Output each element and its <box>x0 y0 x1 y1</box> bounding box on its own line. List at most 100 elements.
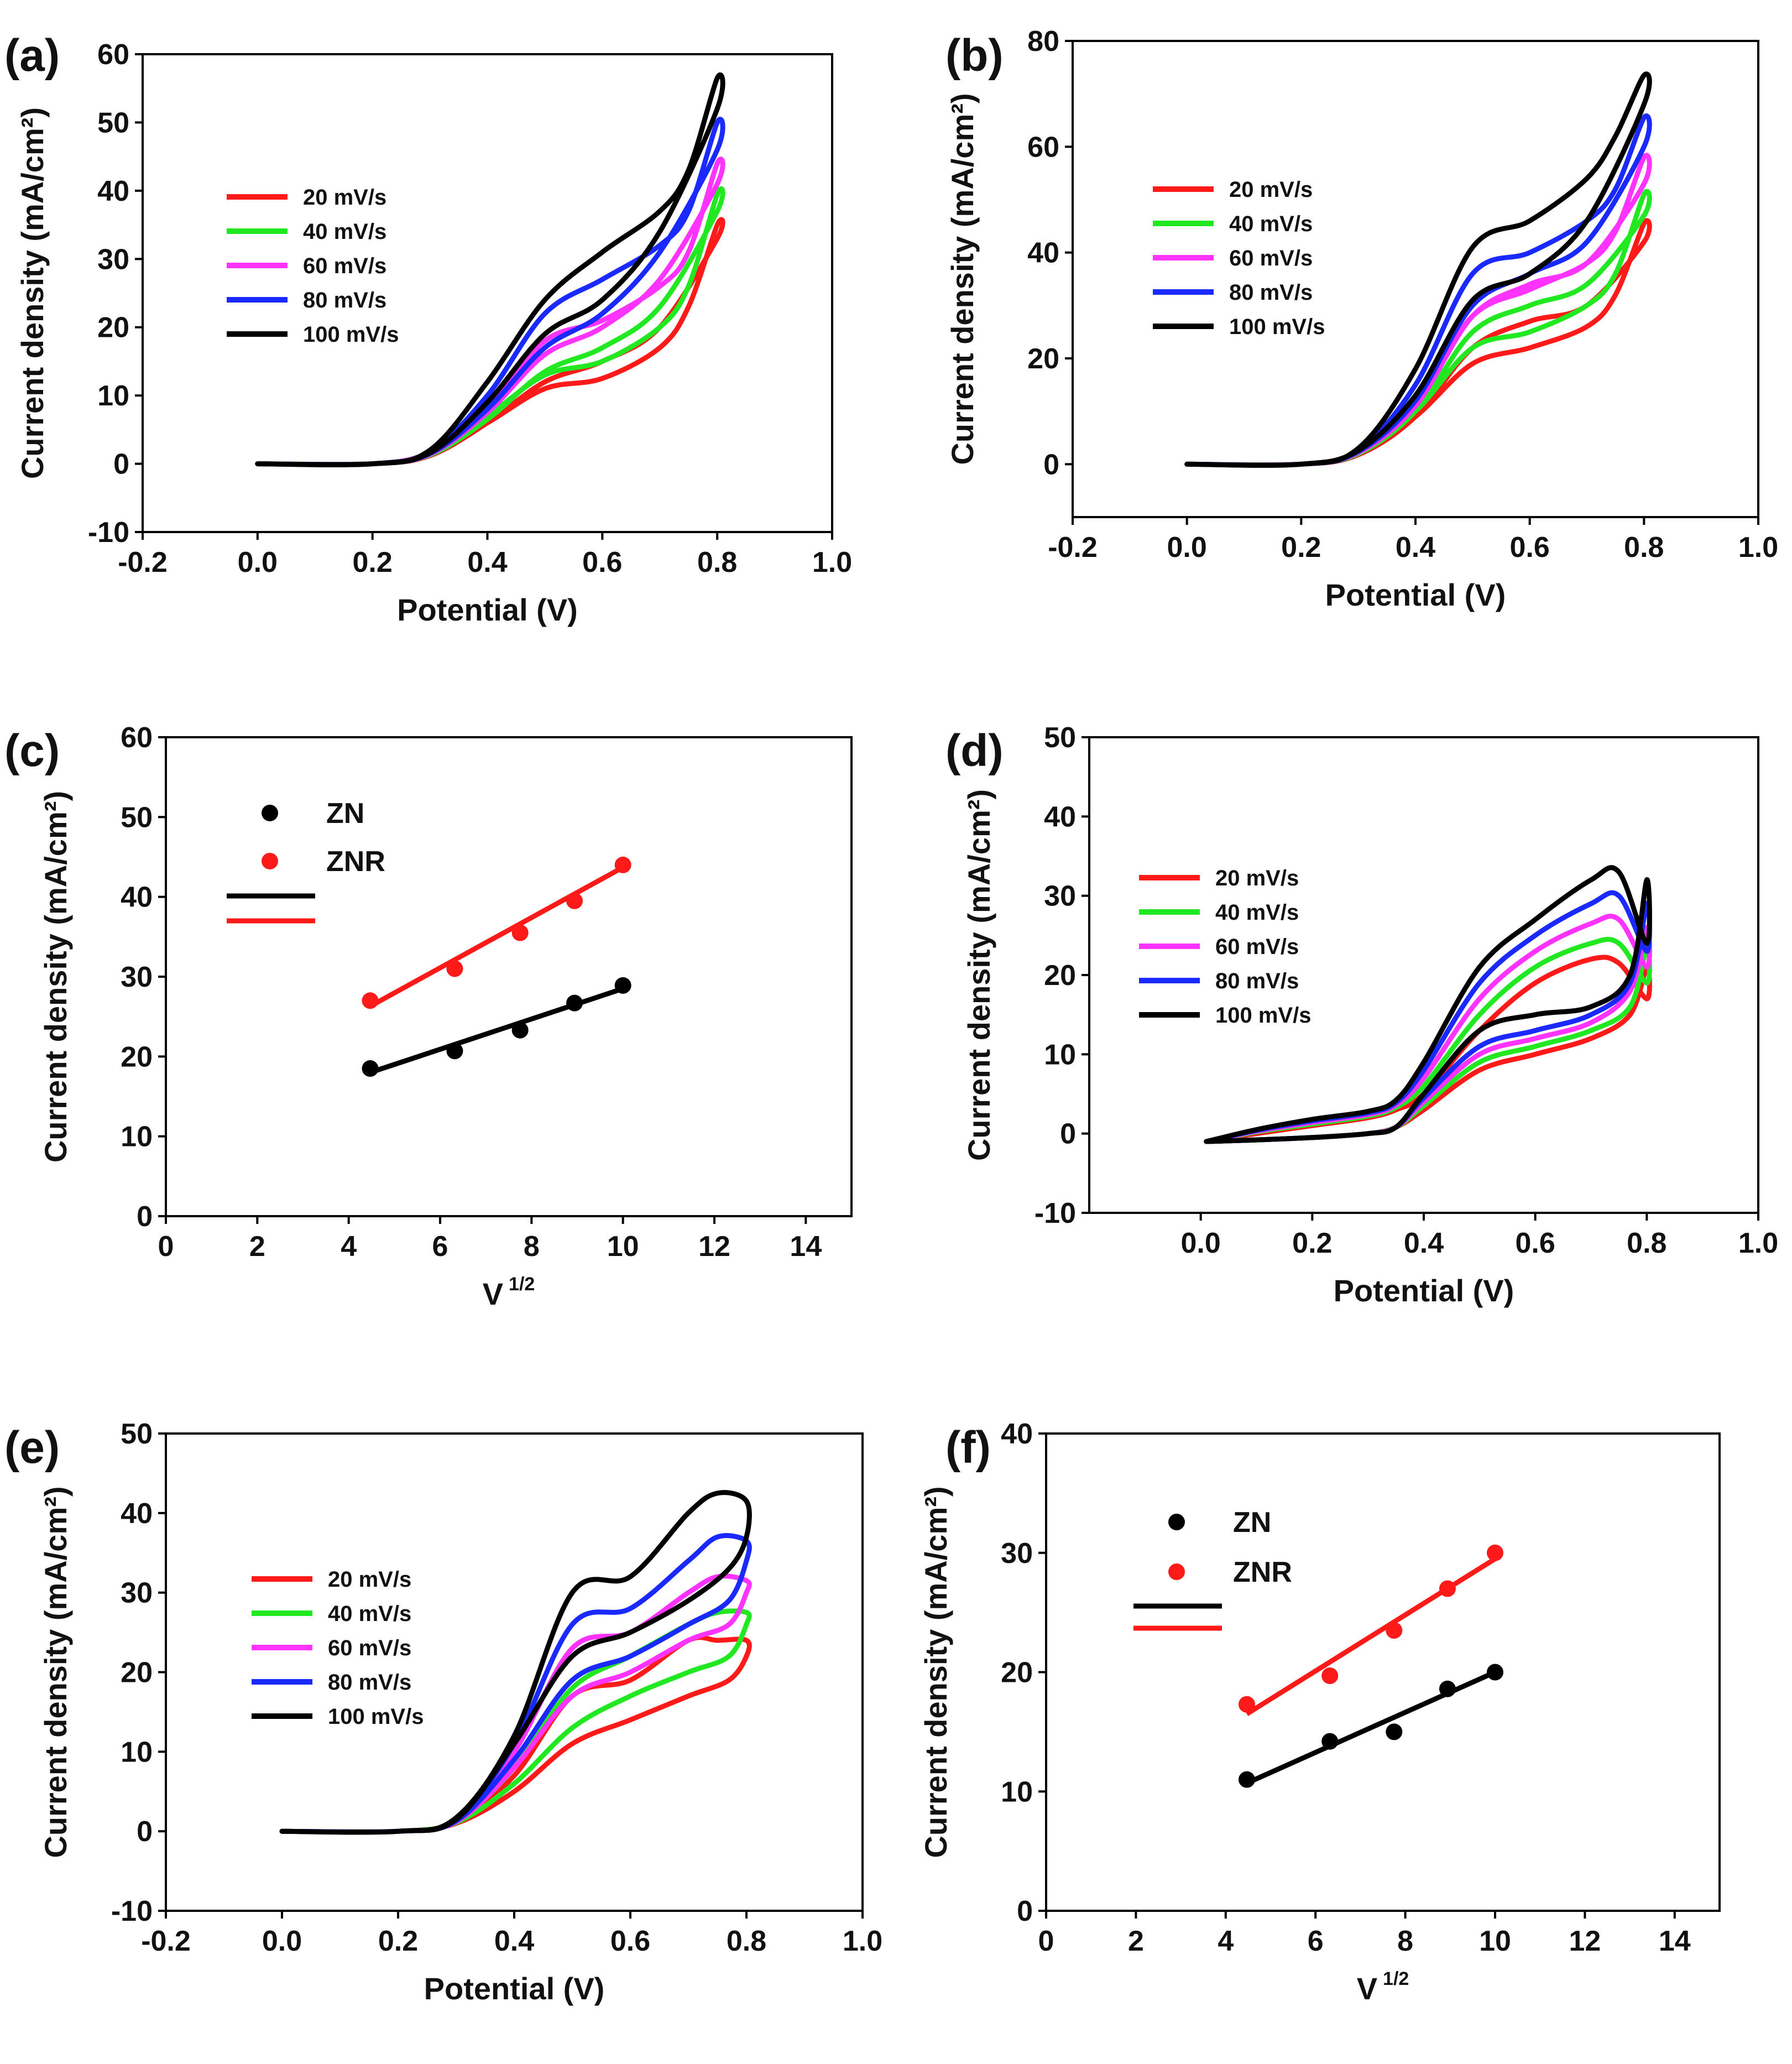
x-tick-label: 0.4 <box>494 1925 534 1957</box>
x-tick-label: 0.8 <box>697 546 737 578</box>
legend-label: ZNR <box>326 846 385 878</box>
x-tick-label: -0.2 <box>1048 531 1098 564</box>
x-tick-label: 0.0 <box>1167 531 1207 564</box>
x-tick-label: 0.8 <box>1624 531 1664 564</box>
plot-frame <box>1088 736 1759 1214</box>
data-point <box>1386 1723 1403 1740</box>
data-point <box>566 892 583 909</box>
legend-label: 100 mV/s <box>303 322 399 347</box>
y-tick-label: 30 <box>1044 880 1076 913</box>
y-tick-label: 40 <box>97 175 129 207</box>
data-point <box>1238 1771 1255 1788</box>
y-tick-label: 30 <box>97 243 129 275</box>
data-point <box>1386 1622 1403 1639</box>
panel-label: (b) <box>945 30 1004 81</box>
x-tick-label: 1.0 <box>812 546 852 578</box>
x-tick-label: 10 <box>1479 1925 1511 1957</box>
x-tick-label: 0.0 <box>238 546 278 578</box>
x-axis-title: V 1/2 <box>1357 1968 1409 2006</box>
legend-marker <box>1168 1563 1185 1580</box>
data-point <box>1487 1544 1503 1561</box>
x-tick-label: 0.6 <box>1510 531 1550 564</box>
y-tick-label: 20 <box>1027 343 1059 375</box>
legend: ZN ZNR <box>227 798 385 924</box>
data-point <box>1321 1733 1339 1750</box>
y-tick-label: 0 <box>113 449 129 481</box>
x-tick-label: 0.4 <box>467 546 507 578</box>
data-point <box>614 856 631 873</box>
legend-label: ZN <box>326 798 364 830</box>
y-axis-title: Current density (mA/cm²) <box>945 93 980 465</box>
legend-label: 60 mV/s <box>328 1636 411 1660</box>
x-axis-title: Potential (V) <box>1325 577 1506 612</box>
data-point <box>446 960 463 977</box>
y-axis-title: Current density (mA/cm²) <box>38 791 73 1163</box>
y-tick-label: 40 <box>121 1498 153 1530</box>
x-axis-title-base: V <box>1357 1971 1377 2006</box>
legend: ZN ZNR <box>1133 1507 1292 1631</box>
y-tick-label: 0 <box>137 1816 153 1848</box>
x-axis-title: Potential (V) <box>424 1971 605 2006</box>
x-axis-title-superscript: 1/2 <box>1383 1968 1409 1989</box>
y-tick-label: 20 <box>1044 960 1076 992</box>
data-point <box>614 977 631 994</box>
x-tick-label: 12 <box>698 1231 730 1263</box>
y-tick-label: 60 <box>1027 131 1059 163</box>
x-tick-label: 6 <box>1308 1925 1324 1957</box>
y-axis-title: Current density (mA/cm²) <box>15 107 50 479</box>
y-tick-label: 10 <box>1001 1776 1033 1808</box>
y-tick-label: -10 <box>88 517 129 549</box>
y-tick-label: 30 <box>121 961 153 993</box>
y-tick-label: 60 <box>121 722 153 754</box>
y-axis-title: Current density (mA/cm²) <box>962 789 996 1161</box>
x-tick-label: 2 <box>1128 1925 1144 1957</box>
legend-label: 60 mV/s <box>1215 935 1299 959</box>
x-tick-label: 0 <box>158 1231 174 1263</box>
legend-label: 20 mV/s <box>328 1567 411 1592</box>
y-axis-title: Current density (mA/cm²) <box>38 1486 73 1858</box>
x-tick-label: 0.6 <box>610 1925 650 1957</box>
y-tick-label: 80 <box>1027 25 1059 58</box>
x-tick-label: 0.0 <box>1181 1227 1221 1259</box>
legend-marker <box>262 853 278 869</box>
y-tick-label: 40 <box>1027 237 1059 269</box>
y-tick-label: 50 <box>97 107 129 139</box>
legend-marker <box>1168 1514 1185 1530</box>
x-axis-title-base: V <box>483 1276 503 1311</box>
data-point <box>511 924 529 941</box>
x-tick-label: 1.0 <box>843 1925 882 1957</box>
data-point <box>1439 1680 1456 1697</box>
legend: 20 mV/s 40 mV/s 60 mV/s 80 mV/s 100 mV/s <box>252 1567 424 1729</box>
series-line <box>255 72 725 467</box>
legend-label: 80 mV/s <box>303 288 386 312</box>
x-tick-label: 0.6 <box>582 546 622 578</box>
y-tick-label: 50 <box>121 1418 153 1450</box>
panel-b: (b) -0.2 0.0 0.2 0.4 0.6 0.8 1.0 0 20 40 60 80 Potent… <box>945 25 1778 612</box>
panel-label: (c) <box>4 726 60 776</box>
legend: 20 mV/s 40 mV/s 60 mV/s 80 mV/s 100 mV/s <box>1153 178 1325 339</box>
legend-label: 80 mV/s <box>328 1670 411 1695</box>
panel-label: (d) <box>945 726 1004 776</box>
legend-label: 20 mV/s <box>1229 178 1313 202</box>
x-tick-label: 0.2 <box>378 1925 418 1957</box>
y-tick-label: 50 <box>121 801 153 833</box>
data-point <box>1238 1696 1255 1713</box>
panel-d: (d) 0.0 0.2 0.4 0.6 0.8 1.0 -10 0 10 20 30 40 50 Poten… <box>945 722 1778 1308</box>
series-line <box>1204 865 1652 1144</box>
legend: 20 mV/s 40 mV/s 60 mV/s 80 mV/s 100 mV/s <box>1139 866 1311 1028</box>
x-tick-label: 4 <box>341 1231 357 1263</box>
x-tick-label: 0 <box>1038 1925 1054 1957</box>
y-tick-label: 10 <box>121 1121 153 1153</box>
data-point <box>1321 1667 1339 1684</box>
x-tick-label: 0.6 <box>1516 1227 1555 1259</box>
data-point <box>362 1060 379 1077</box>
data-point <box>511 1021 529 1039</box>
x-tick-label: 0.2 <box>353 546 393 578</box>
legend-label: 60 mV/s <box>303 254 386 278</box>
y-axis-title: Current density (mA/cm²) <box>918 1486 953 1858</box>
y-tick-label: -10 <box>1035 1197 1076 1229</box>
legend-label: 40 mV/s <box>303 220 386 244</box>
x-axis-title: Potential (V) <box>1334 1273 1514 1308</box>
plot-frame <box>1072 40 1759 518</box>
data-point <box>446 1043 463 1060</box>
